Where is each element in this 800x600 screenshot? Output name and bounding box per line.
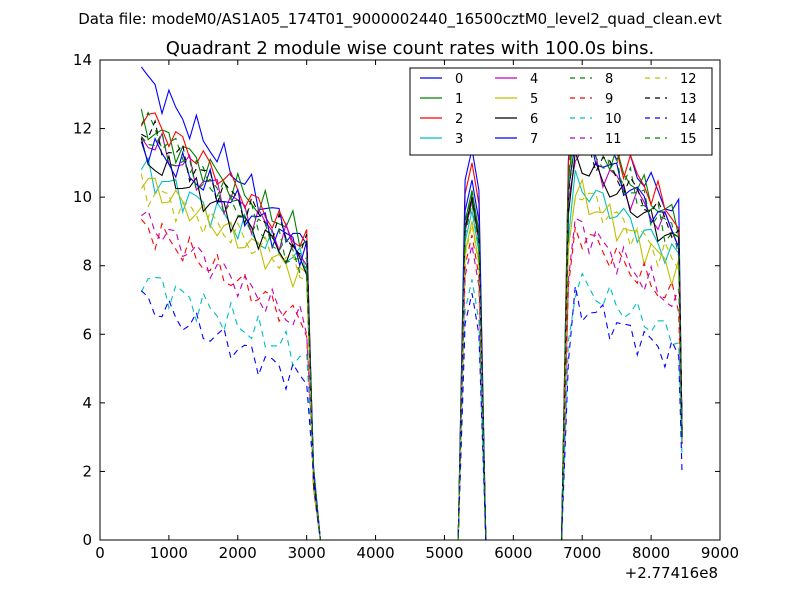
x-axis: 0 1000 2000 3000 4000 5000 6000 7000 8000 9000 bbox=[95, 60, 739, 562]
x-tick-label: 2000 bbox=[219, 544, 257, 562]
legend-label-14: 14 bbox=[680, 112, 697, 127]
legend-label-9: 9 bbox=[605, 92, 613, 107]
series-line-12 bbox=[140, 173, 683, 540]
legend-box bbox=[409, 67, 713, 156]
y-tick-label: 4 bbox=[82, 394, 92, 412]
series-line-13 bbox=[141, 119, 683, 540]
chart-title: Quadrant 2 module wise count rates with … bbox=[166, 38, 655, 59]
series-line-15 bbox=[140, 128, 683, 540]
figure-suptitle: Data file: modeM0/AS1A05_174T01_90000024… bbox=[78, 10, 722, 29]
series-line-8 bbox=[140, 107, 683, 540]
x-tick-label: 5000 bbox=[425, 544, 463, 562]
x-tick-label: 8000 bbox=[632, 544, 670, 562]
series-line-11 bbox=[140, 209, 683, 540]
legend-label-11: 11 bbox=[605, 132, 622, 147]
y-tick-label: 14 bbox=[73, 51, 92, 69]
legend-label-7: 7 bbox=[530, 132, 538, 147]
y-tick-label: 2 bbox=[82, 462, 92, 480]
series-line-14 bbox=[140, 285, 683, 540]
x-tick-label: 3000 bbox=[288, 544, 326, 562]
legend-label-5: 5 bbox=[530, 92, 538, 107]
legend-label-1: 1 bbox=[455, 92, 463, 107]
x-tick-label: 4000 bbox=[356, 544, 394, 562]
x-tick-label: 1000 bbox=[150, 544, 188, 562]
x-tick-label: 6000 bbox=[494, 544, 532, 562]
x-tick-label: 9000 bbox=[701, 544, 739, 562]
y-tick-label: 6 bbox=[82, 325, 92, 343]
y-tick-label: 0 bbox=[82, 531, 92, 549]
series-layer bbox=[140, 66, 683, 540]
legend-label-13: 13 bbox=[680, 92, 697, 107]
y-tick-label: 10 bbox=[73, 188, 92, 206]
plot-frame bbox=[99, 59, 721, 541]
legend-label-3: 3 bbox=[455, 132, 463, 147]
x-tick-label: 0 bbox=[95, 544, 105, 562]
y-tick-label: 8 bbox=[82, 257, 92, 275]
legend-label-10: 10 bbox=[605, 112, 622, 127]
legend-label-6: 6 bbox=[530, 112, 538, 127]
y-tick-label: 12 bbox=[73, 120, 92, 138]
legend-label-4: 4 bbox=[530, 72, 538, 87]
legend-label-12: 12 bbox=[680, 72, 697, 87]
legend-label-8: 8 bbox=[605, 72, 613, 87]
x-tick-label: 7000 bbox=[563, 544, 601, 562]
x-axis-offset-label: +2.77416e8 bbox=[625, 564, 718, 582]
legend-label-0: 0 bbox=[455, 72, 463, 87]
legend-label-15: 15 bbox=[680, 132, 697, 147]
legend-label-2: 2 bbox=[455, 112, 463, 127]
